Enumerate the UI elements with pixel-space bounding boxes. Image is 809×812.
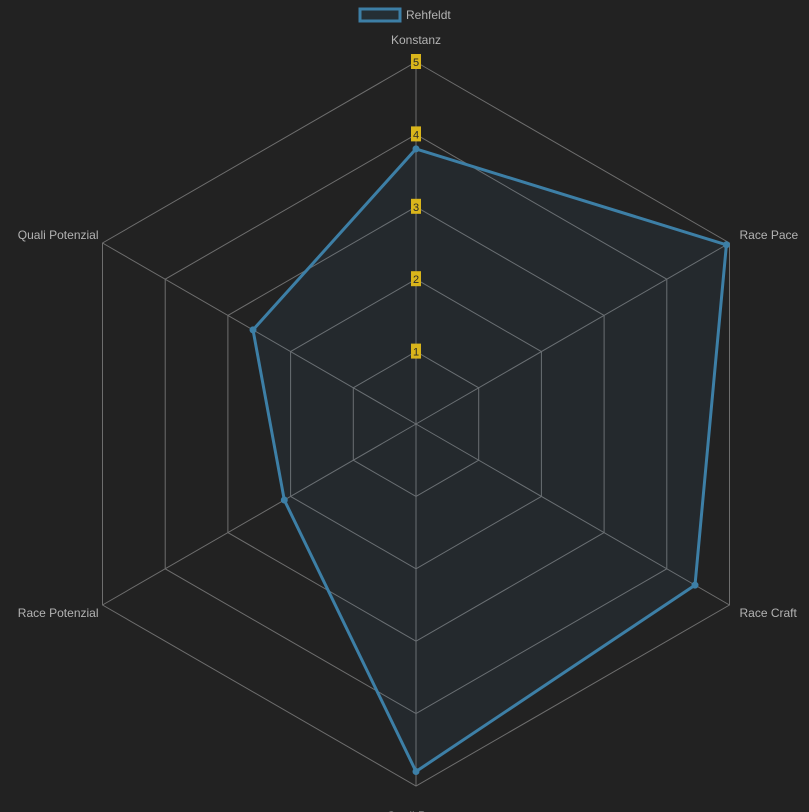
- tick-text: 3: [413, 202, 419, 214]
- tick-label-2: 2: [411, 271, 421, 287]
- point-label-race-pace: Race Pace: [740, 228, 799, 242]
- tick-text: 5: [413, 57, 419, 69]
- axis-line-2: [415, 242, 730, 425]
- axis-line-5: [102, 423, 417, 606]
- axis-line-6: [102, 242, 417, 425]
- tick-label-1: 1: [411, 343, 421, 359]
- tick-badge: [411, 343, 421, 359]
- point-label-race-potenzial: Race Potenzial: [18, 606, 99, 620]
- series-area-0: [251, 147, 729, 774]
- chart-legend[interactable]: Rehfeldt: [358, 7, 451, 23]
- point-label-race-craft: Race Craft: [740, 606, 798, 620]
- axis-line-3: [415, 423, 730, 606]
- legend-swatch[interactable]: [358, 7, 402, 23]
- tick-badge: [411, 198, 421, 214]
- data-point-2[interactable]: [722, 241, 730, 249]
- radar-series-layer: [249, 145, 730, 775]
- tick-text: 4: [413, 129, 419, 141]
- data-point-6[interactable]: [249, 326, 257, 334]
- tick-label-4: 4: [411, 126, 421, 142]
- point-label-quali-pace: Quali Pace: [387, 809, 446, 812]
- tick-badge: [411, 54, 421, 69]
- legend-label-rehfeldt[interactable]: Rehfeldt: [406, 8, 451, 22]
- radar-axes: [102, 62, 730, 786]
- radar-tick-labels: 1 2 3 4 5: [411, 54, 421, 359]
- tick-label-5: 5: [411, 54, 421, 69]
- tick-text: 1: [413, 347, 419, 359]
- radar-point-labels: Konstanz Race Pace Race Craft Quali Pace Rac…: [18, 33, 799, 812]
- data-point-4[interactable]: [412, 768, 420, 775]
- point-label-quali-potenzial: Quali Potenzial: [18, 228, 99, 242]
- tick-label-3: 3: [411, 198, 421, 214]
- data-point-1[interactable]: [412, 145, 420, 153]
- tick-badge: [411, 271, 421, 287]
- point-label-konstanz: Konstanz: [391, 33, 441, 47]
- tick-text: 2: [413, 274, 419, 286]
- data-point-3[interactable]: [691, 581, 699, 589]
- data-point-5[interactable]: [280, 496, 288, 504]
- tick-badge: [411, 126, 421, 142]
